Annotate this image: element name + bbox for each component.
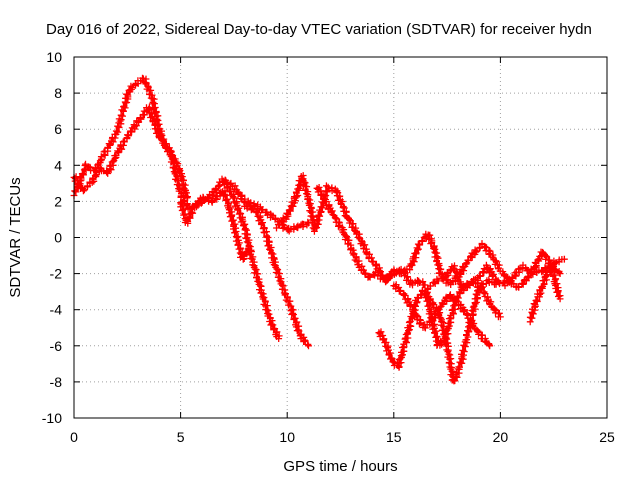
y-tick-label: -8 bbox=[50, 374, 63, 390]
series-3 bbox=[177, 187, 253, 263]
y-axis-title: SDTVAR / TECUs bbox=[7, 177, 24, 297]
series-marks bbox=[177, 187, 253, 263]
series-4 bbox=[219, 176, 283, 342]
series-10 bbox=[422, 276, 504, 349]
axis-ticks: 0 5 10 15 20 25 -10 -8 -6 -4 -2 0 2 4 6 8 10 bbox=[42, 49, 615, 445]
y-tick-label: -2 bbox=[50, 266, 63, 282]
x-tick-label: 15 bbox=[386, 429, 402, 445]
y-tick-label: -4 bbox=[50, 302, 63, 318]
series-11 bbox=[526, 263, 564, 326]
series-marks bbox=[313, 184, 564, 291]
series-5 bbox=[241, 201, 312, 350]
y-tick-label: 2 bbox=[54, 193, 62, 209]
x-tick-label: 20 bbox=[493, 429, 509, 445]
series-7 bbox=[313, 184, 564, 291]
x-tick-label: 10 bbox=[279, 429, 295, 445]
y-tick-label: 10 bbox=[46, 49, 62, 65]
y-tick-label: 4 bbox=[54, 157, 62, 173]
x-tick-label: 5 bbox=[177, 429, 185, 445]
y-tick-label: 0 bbox=[54, 230, 62, 246]
y-tick-label: -10 bbox=[42, 410, 62, 426]
x-tick-label: 0 bbox=[70, 429, 78, 445]
series-marks bbox=[219, 176, 283, 342]
data-marks bbox=[70, 74, 568, 385]
x-tick-label: 25 bbox=[599, 429, 615, 445]
series-9 bbox=[390, 281, 494, 350]
chart-title: Day 016 of 2022, Sidereal Day-to-day VTE… bbox=[46, 21, 592, 38]
y-tick-label: 8 bbox=[54, 85, 62, 101]
series-marks bbox=[241, 201, 312, 350]
x-axis-title: GPS time / hours bbox=[283, 458, 397, 475]
series-marks bbox=[390, 281, 494, 350]
y-tick-label: 6 bbox=[54, 121, 62, 137]
series-marks bbox=[422, 276, 504, 349]
series-marks bbox=[526, 263, 564, 326]
y-tick-label: -6 bbox=[50, 338, 63, 354]
